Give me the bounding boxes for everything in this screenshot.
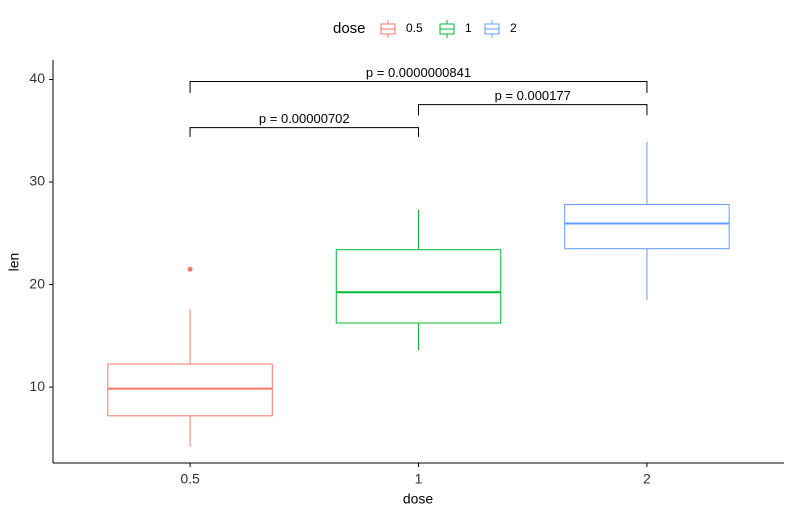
legend-title: dose <box>333 20 366 37</box>
bracket <box>189 81 648 93</box>
p-value-label: p = 0.00000702 <box>259 111 350 126</box>
box <box>564 204 730 250</box>
box <box>107 363 273 417</box>
legend-label: 2 <box>510 21 517 35</box>
x-axis-title: dose <box>403 491 434 507</box>
y-tick-label: 20 <box>29 275 45 291</box>
box <box>335 249 502 324</box>
p-value-label: p = 0.000177 <box>495 88 571 103</box>
bracket <box>189 127 419 137</box>
bracket <box>418 104 648 116</box>
x-tick-label: 2 <box>643 471 651 487</box>
y-tick-label: 30 <box>29 173 45 189</box>
y-axis-title: len <box>6 253 22 272</box>
legend-label: 0.5 <box>406 21 423 35</box>
x-tick-label: 0.5 <box>180 471 200 487</box>
y-tick-label: 10 <box>29 378 45 394</box>
y-tick-label: 40 <box>29 70 45 86</box>
x-tick-label: 1 <box>415 471 423 487</box>
legend-label: 1 <box>465 21 472 35</box>
outlier <box>187 266 193 272</box>
p-value-label: p = 0.0000000841 <box>366 65 471 80</box>
